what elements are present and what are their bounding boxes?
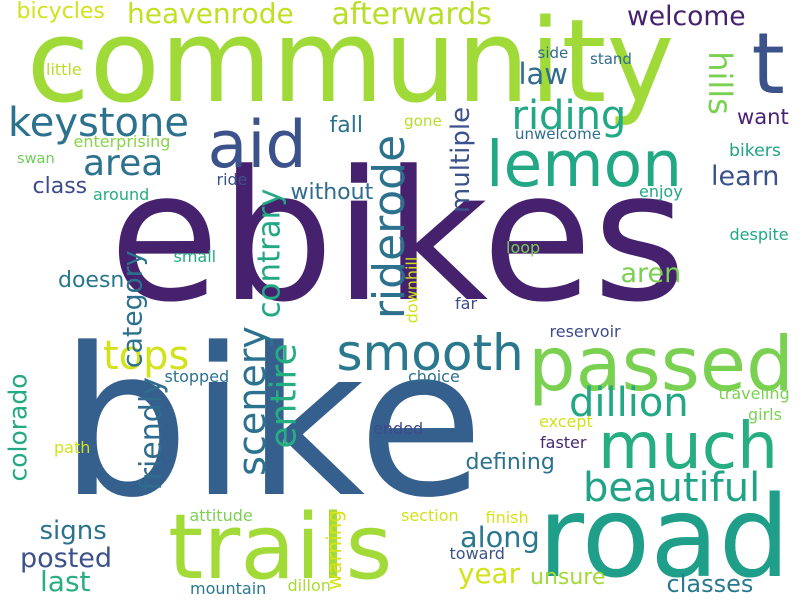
word-gone: gone bbox=[404, 111, 442, 130]
word-area: area bbox=[83, 143, 164, 184]
word-choice: choice bbox=[408, 367, 460, 386]
word-without: without bbox=[290, 180, 374, 205]
word-toward: toward bbox=[449, 544, 505, 563]
word-passed: passed bbox=[528, 319, 794, 408]
word-multiple: multiple bbox=[446, 106, 477, 214]
word-dillon: dillon bbox=[287, 576, 331, 595]
word-section: section bbox=[401, 506, 459, 525]
word-enterprising: enterprising bbox=[73, 132, 171, 151]
word-path: path bbox=[54, 438, 91, 457]
word-lemon: lemon bbox=[486, 128, 683, 201]
word-side: side bbox=[537, 44, 569, 62]
word-enjoy: enjoy bbox=[639, 182, 683, 201]
word-class: class bbox=[32, 174, 88, 199]
word-doesn: doesn bbox=[58, 268, 125, 293]
word-tops: tops bbox=[103, 333, 190, 379]
word-faster: faster bbox=[540, 433, 587, 452]
word-trails: trails bbox=[168, 495, 393, 600]
word-along: along bbox=[460, 519, 540, 554]
word-want: want bbox=[737, 103, 789, 129]
word-riding: riding bbox=[511, 93, 627, 139]
word-entire: entire bbox=[263, 343, 305, 449]
word-much: much bbox=[598, 409, 779, 484]
word-mountain: mountain bbox=[190, 579, 267, 598]
word-girls: girls bbox=[748, 405, 782, 424]
word-friendly: friendly bbox=[133, 377, 169, 491]
word-classes: classes bbox=[666, 570, 754, 598]
word-despite: despite bbox=[729, 225, 789, 244]
word-community: community bbox=[26, 0, 675, 129]
word-swan: swan bbox=[17, 149, 55, 167]
word-colorado: colorado bbox=[3, 373, 33, 482]
word-except: except bbox=[539, 412, 593, 431]
word-ride: ride bbox=[216, 170, 248, 189]
word-learn: learn bbox=[711, 161, 780, 192]
word-stand: stand bbox=[590, 50, 632, 68]
word-contrary: contrary bbox=[251, 188, 288, 318]
word-fall: fall bbox=[329, 113, 363, 138]
word-stopped: stopped bbox=[164, 367, 230, 386]
word-attitude: attitude bbox=[189, 506, 253, 525]
word-far: far bbox=[455, 294, 478, 313]
word-downhill: downhill bbox=[401, 256, 421, 324]
word-dillion: dillion bbox=[569, 380, 689, 426]
word-reservoir: reservoir bbox=[549, 322, 621, 341]
word-bike: bike bbox=[59, 305, 484, 543]
word-t: t bbox=[751, 15, 785, 114]
word-around: around bbox=[93, 185, 150, 204]
word-hills: hills bbox=[700, 51, 739, 115]
word-heavenrode: heavenrode bbox=[127, 0, 294, 30]
word-welcome: welcome bbox=[627, 1, 746, 32]
word-signs: signs bbox=[39, 516, 107, 546]
word-unwelcome: unwelcome bbox=[515, 124, 601, 143]
word-last: last bbox=[40, 565, 91, 598]
word-small: small bbox=[173, 247, 217, 266]
word-smooth: smooth bbox=[336, 324, 524, 382]
word-bikers: bikers bbox=[729, 140, 781, 161]
word-beautiful: beautiful bbox=[583, 465, 761, 511]
word-finish: finish bbox=[485, 508, 529, 527]
word-defining: defining bbox=[465, 450, 555, 475]
word-loop: loop bbox=[506, 238, 541, 257]
word-traveling: traveling bbox=[718, 384, 790, 403]
word-little: little bbox=[46, 60, 82, 79]
word-category: category bbox=[117, 250, 149, 368]
word-aren: aren bbox=[620, 258, 682, 289]
word-law: law bbox=[518, 57, 568, 91]
word-aid: aid bbox=[207, 108, 307, 183]
word-afterwards: afterwards bbox=[331, 0, 492, 32]
word-unsure: unsure bbox=[530, 565, 606, 590]
word-road: road bbox=[538, 473, 790, 600]
word-posted: posted bbox=[20, 543, 113, 574]
word-bicycles: bicycles bbox=[16, 0, 105, 24]
word-keystone: keystone bbox=[8, 100, 189, 146]
word-ebikes: ebikes bbox=[109, 133, 687, 342]
word-ended: ended bbox=[373, 419, 424, 438]
word-year: year bbox=[458, 557, 521, 590]
